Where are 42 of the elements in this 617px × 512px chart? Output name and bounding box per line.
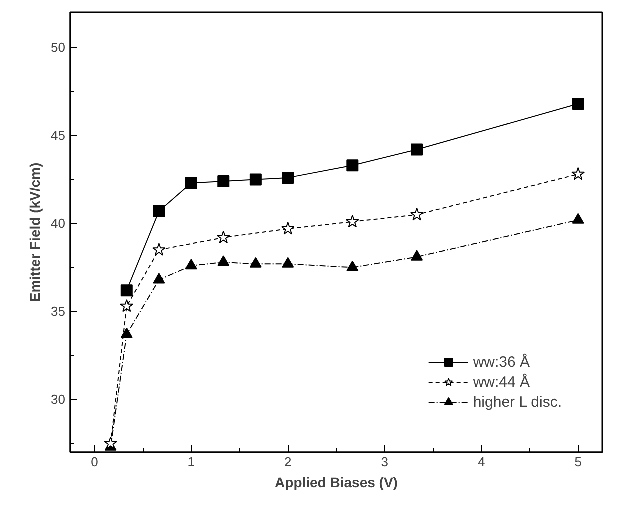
point bbox=[281, 222, 295, 235]
point bbox=[282, 257, 294, 268]
point bbox=[104, 436, 118, 450]
point bbox=[218, 256, 230, 266]
point bbox=[216, 230, 230, 244]
point bbox=[411, 144, 424, 156]
x-tick-label: 0 bbox=[91, 454, 98, 470]
point bbox=[120, 299, 134, 312]
point bbox=[250, 174, 262, 186]
point bbox=[185, 177, 198, 190]
y-tick-label: 45 bbox=[51, 128, 66, 144]
point bbox=[411, 250, 424, 261]
point bbox=[572, 213, 584, 224]
point bbox=[572, 167, 585, 180]
point bbox=[346, 214, 360, 228]
legend-label: higher L disc. bbox=[473, 394, 562, 410]
y-tick-label: 40 bbox=[51, 216, 66, 232]
point bbox=[410, 208, 424, 221]
point bbox=[346, 160, 359, 172]
y-tick-label: 35 bbox=[51, 304, 66, 320]
y-tick-label: 50 bbox=[51, 40, 66, 56]
x-tick-label: 3 bbox=[381, 454, 388, 470]
point bbox=[346, 260, 359, 272]
point bbox=[185, 259, 198, 270]
y-tick-label: 30 bbox=[51, 392, 66, 408]
x-tick-label: 4 bbox=[478, 454, 486, 470]
x-axis-title: Applied Biases (V) bbox=[275, 474, 398, 490]
x-tick-label: 2 bbox=[284, 454, 292, 470]
point bbox=[152, 243, 166, 256]
legend-label: ww:44 Å bbox=[473, 374, 530, 390]
point bbox=[282, 172, 294, 184]
legend-label: ww:36 Å bbox=[473, 354, 530, 370]
y-axis-title: Emitter Field (kV/cm) bbox=[27, 162, 44, 302]
point bbox=[218, 175, 230, 188]
point bbox=[250, 257, 262, 268]
point bbox=[572, 98, 584, 110]
x-tick-label: 1 bbox=[188, 454, 196, 470]
point bbox=[120, 328, 133, 338]
point bbox=[120, 284, 133, 297]
x-tick-label: 5 bbox=[574, 454, 582, 470]
point bbox=[153, 205, 166, 218]
point bbox=[153, 273, 166, 284]
